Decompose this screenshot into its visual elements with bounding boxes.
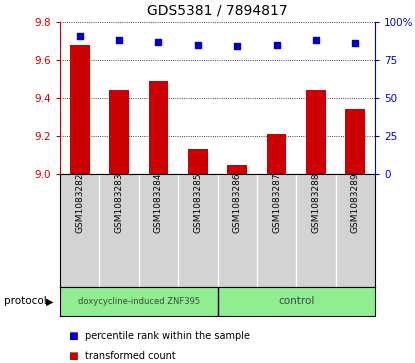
Text: control: control bbox=[278, 296, 315, 306]
Point bbox=[116, 37, 122, 43]
Point bbox=[273, 42, 280, 48]
Bar bbox=[188, 150, 208, 174]
Bar bbox=[109, 90, 129, 174]
Point bbox=[195, 42, 201, 48]
Bar bbox=[227, 165, 247, 174]
Text: ▶: ▶ bbox=[46, 296, 54, 306]
Bar bbox=[306, 90, 326, 174]
Text: protocol: protocol bbox=[4, 296, 47, 306]
Bar bbox=[267, 134, 286, 174]
Point bbox=[234, 43, 241, 49]
Point bbox=[352, 40, 359, 46]
Bar bbox=[345, 110, 365, 174]
Text: transformed count: transformed count bbox=[85, 351, 176, 361]
Text: ■: ■ bbox=[68, 331, 78, 341]
Bar bbox=[149, 81, 168, 174]
Title: GDS5381 / 7894817: GDS5381 / 7894817 bbox=[147, 4, 288, 18]
Point bbox=[76, 33, 83, 38]
Text: ■: ■ bbox=[68, 351, 78, 361]
Text: percentile rank within the sample: percentile rank within the sample bbox=[85, 331, 250, 341]
Bar bbox=[70, 45, 90, 174]
Point bbox=[312, 37, 319, 43]
Text: doxycycline-induced ZNF395: doxycycline-induced ZNF395 bbox=[78, 297, 200, 306]
Point bbox=[155, 39, 162, 45]
